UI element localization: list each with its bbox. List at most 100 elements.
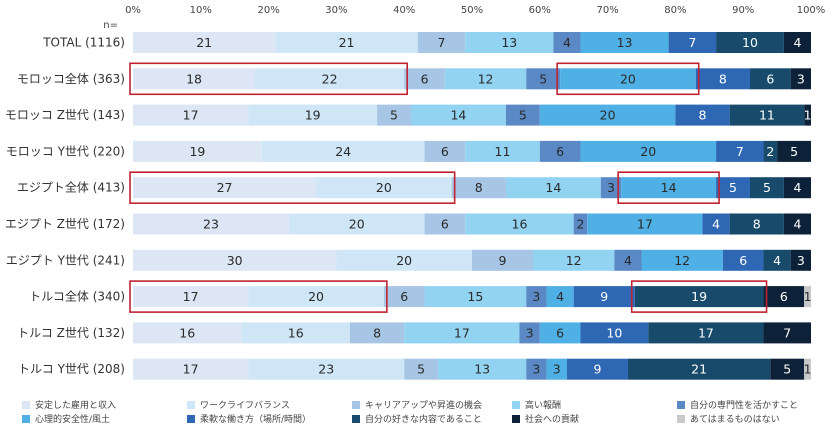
bar-segment <box>634 286 764 308</box>
legend-swatch <box>352 414 360 423</box>
bar-value-label: 8 <box>719 71 727 86</box>
bar-segment <box>783 32 811 53</box>
x-tick-label: 80% <box>664 5 686 16</box>
bar-segment <box>533 249 615 271</box>
bar-value-label: 19 <box>189 144 205 159</box>
bar-segment <box>133 140 262 162</box>
category-label: モロッコ Z世代 (143) <box>5 108 125 122</box>
bar-segment <box>716 32 784 53</box>
bar-value-label: 2 <box>766 144 774 159</box>
bar-value-label: 4 <box>624 253 632 268</box>
bar-segment <box>404 322 520 344</box>
bar-segment <box>702 213 730 235</box>
bar-segment <box>248 358 405 380</box>
bar-value-label: 15 <box>467 289 483 304</box>
bar-value-label: 14 <box>545 180 561 195</box>
bar-segment <box>566 358 628 380</box>
bar-value-label: 6 <box>556 144 564 159</box>
bar-value-label: 17 <box>454 325 470 340</box>
x-tick-label: 0% <box>125 5 141 16</box>
bar-value-label: 20 <box>376 180 392 195</box>
bar-value-label: 7 <box>438 35 446 50</box>
legend-label: 自分の専門性を活かすこと <box>690 401 799 411</box>
bar-value-label: 1 <box>804 289 812 304</box>
bar-value-label: 23 <box>318 362 334 377</box>
legend-item: ワークライフバランス <box>187 398 290 411</box>
bar-segment <box>133 213 289 235</box>
bar-segment <box>133 286 249 308</box>
bar-segment <box>133 104 249 126</box>
bar-value-label: 16 <box>179 325 195 340</box>
bar-value-label: 8 <box>753 217 761 232</box>
legend-label: 社会への貢献 <box>525 415 580 425</box>
highlight-box <box>617 171 720 204</box>
bar-value-label: 21 <box>691 362 707 377</box>
bar-value-label: 6 <box>400 289 408 304</box>
bar-segment <box>133 358 249 380</box>
bar-segment <box>526 68 561 90</box>
bar-value-label: 3 <box>532 289 540 304</box>
bar-segment <box>336 249 472 271</box>
bar-segment <box>621 177 717 199</box>
bar-value-label: 17 <box>698 325 714 340</box>
bar-value-label: 2 <box>577 217 585 232</box>
bar-value-label: 19 <box>691 289 707 304</box>
x-tick-label: 10% <box>190 5 212 16</box>
bar-value-label: 13 <box>617 35 633 50</box>
highlight-box <box>129 62 409 96</box>
bar-value-label: 4 <box>556 289 564 304</box>
legend-item: 柔軟な働き方（場所/時間） <box>187 412 311 425</box>
bar-segment <box>770 358 805 380</box>
category-label: モロッコ全体 (363) <box>17 71 125 86</box>
bar-value-label: 20 <box>396 253 412 268</box>
bar-segment <box>553 32 581 53</box>
bar-value-label: 3 <box>607 180 615 195</box>
x-tick-label: 40% <box>393 5 415 16</box>
bar-value-label: 4 <box>712 217 720 232</box>
bar-value-label: 11 <box>495 144 511 159</box>
bar-segment <box>668 32 717 53</box>
bar-value-label: 4 <box>793 217 801 232</box>
bar-segment <box>783 177 811 199</box>
category-label: エジプト全体 (413) <box>17 180 125 195</box>
x-tick-label: 50% <box>461 5 483 16</box>
bar-value-label: 17 <box>183 362 199 377</box>
bar-segment <box>716 177 750 199</box>
bar-value-label: 19 <box>305 108 321 123</box>
category-label: トルコ Y世代 (208) <box>18 362 125 376</box>
bar-value-label: 5 <box>790 144 798 159</box>
bar-value-label: 13 <box>501 35 517 50</box>
bar-value-label: 7 <box>736 144 744 159</box>
legend-label: ワークライフバランス <box>200 401 290 411</box>
highlight-box <box>129 280 388 313</box>
bar-segment <box>410 104 506 126</box>
bar-value-label: 6 <box>421 71 429 86</box>
bar-segment <box>614 249 642 271</box>
bar-segment <box>695 68 750 90</box>
bar-segment <box>248 104 378 126</box>
bar-segment <box>722 249 764 271</box>
bar-value-label: 7 <box>688 35 696 50</box>
bar-segment <box>133 177 317 199</box>
bar-value-label: 5 <box>729 180 737 195</box>
bar-value-label: 30 <box>227 253 243 268</box>
bar-segment <box>438 358 527 380</box>
bar-segment <box>539 104 676 126</box>
bar-segment <box>451 177 506 199</box>
bar-value-label: 12 <box>478 71 494 86</box>
bar-value-label: 6 <box>780 289 788 304</box>
bar-segment <box>133 322 242 344</box>
bar-value-label: 3 <box>553 362 561 377</box>
bar-segment <box>790 249 811 271</box>
bar-value-label: 7 <box>783 325 791 340</box>
bar-value-label: 9 <box>593 362 601 377</box>
bar-segment <box>275 32 418 53</box>
bar-segment <box>749 68 791 90</box>
bar-segment <box>377 104 411 126</box>
x-tick-label: 60% <box>529 5 551 16</box>
bar-value-label: 18 <box>186 71 202 86</box>
bar-value-label: 8 <box>699 108 707 123</box>
bar-value-label: 4 <box>793 35 801 50</box>
legend-item: 心理的安全性/風土 <box>22 412 110 425</box>
bar-segment <box>316 177 452 199</box>
